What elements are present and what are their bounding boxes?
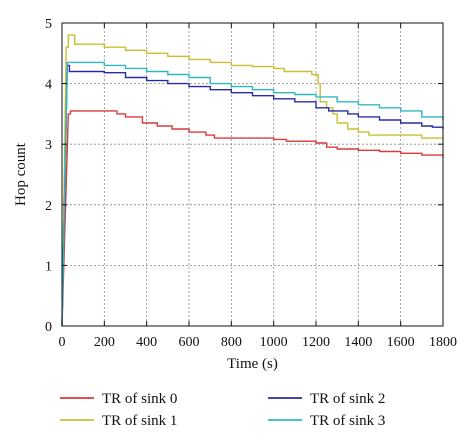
series-line-3 <box>61 61 444 327</box>
x-tick-label: 800 <box>221 335 242 350</box>
x-tick-label: 200 <box>94 335 115 350</box>
series-line-1 <box>61 34 443 327</box>
x-tick-label: 400 <box>136 335 157 350</box>
x-tick-label: 1400 <box>344 335 372 350</box>
plot-frame <box>61 22 444 327</box>
series-lines <box>61 34 444 327</box>
y-tick-label: 5 <box>45 17 52 32</box>
tick-labels: 0 200 400 600 800 1000 1200 1400 1600 1800 0 1 2 3 4 5 <box>45 17 457 350</box>
legend-label-0: TR of sink 0 <box>102 391 177 407</box>
y-tick-label: 3 <box>45 138 52 153</box>
legend-label-2: TR of sink 2 <box>310 391 385 407</box>
y-tick-label: 4 <box>45 78 52 93</box>
y-tick-label: 1 <box>45 259 52 274</box>
legend: TR of sink 0 TR of sink 1 TR of sink 2 TR o… <box>60 391 385 429</box>
x-tick-label: 1800 <box>429 335 457 350</box>
axis-ticks <box>61 22 444 327</box>
x-tick-label: 1600 <box>387 335 415 350</box>
x-axis-label: Time (s) <box>227 356 278 372</box>
legend-label-3: TR of sink 3 <box>310 413 385 429</box>
legend-label-1: TR of sink 1 <box>102 413 177 429</box>
x-tick-label: 1000 <box>260 335 288 350</box>
y-axis-label: Hop count <box>13 142 29 206</box>
series-line-0 <box>61 110 444 327</box>
y-tick-label: 0 <box>45 320 52 335</box>
y-tick-label: 2 <box>45 199 52 214</box>
x-tick-label: 600 <box>179 335 200 350</box>
x-tick-label: 1200 <box>302 335 330 350</box>
grid-lines <box>62 23 443 326</box>
series-line-2 <box>61 64 444 327</box>
x-tick-label: 0 <box>59 335 66 350</box>
